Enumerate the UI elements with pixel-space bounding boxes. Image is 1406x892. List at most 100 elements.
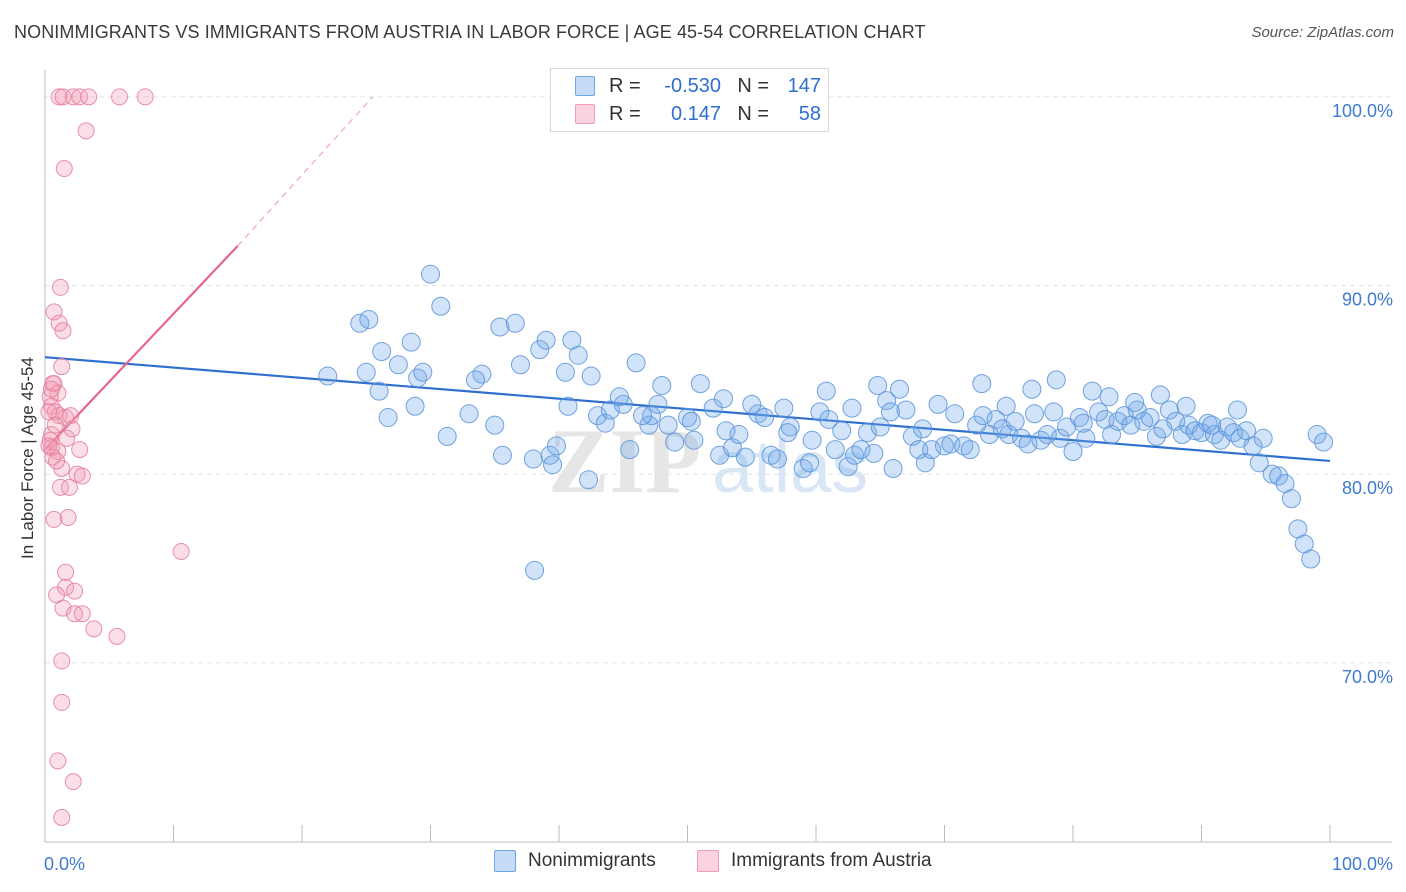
point-nonimmigrants [928, 394, 948, 414]
point-immigrants [62, 407, 80, 425]
point-nonimmigrants [838, 457, 858, 477]
point-nonimmigrants [408, 368, 428, 388]
point-immigrants [71, 88, 89, 106]
point-nonimmigrants [1301, 549, 1321, 569]
point-nonimmigrants [1022, 379, 1042, 399]
point-nonimmigrants [626, 353, 646, 373]
point-nonimmigrants [825, 440, 845, 460]
point-nonimmigrants [356, 362, 376, 382]
point-nonimmigrants [684, 430, 704, 450]
tick-labels: 100.0% 90.0% 80.0% 70.0% 0.0% 100.0% [44, 101, 1393, 874]
point-immigrants [59, 509, 77, 527]
point-nonimmigrants [437, 426, 457, 446]
point-nonimmigrants [369, 381, 389, 401]
point-immigrants [45, 303, 63, 321]
point-nonimmigrants [1172, 425, 1192, 445]
point-immigrants [64, 773, 82, 791]
point-immigrants [111, 88, 129, 106]
legend-label: Nonimmigrants [528, 850, 656, 871]
point-nonimmigrants [748, 404, 768, 424]
point-nonimmigrants [555, 362, 575, 382]
point-immigrants [40, 437, 58, 455]
point-nonimmigrants [359, 309, 379, 329]
point-nonimmigrants [1099, 387, 1119, 407]
point-nonimmigrants [1269, 466, 1289, 486]
point-nonimmigrants [581, 366, 601, 386]
data-points [40, 88, 1334, 826]
point-nonimmigrants [609, 387, 629, 407]
point-nonimmigrants [1046, 370, 1066, 390]
point-nonimmigrants [665, 432, 685, 452]
point-immigrants [77, 122, 95, 140]
point-nonimmigrants [945, 404, 965, 424]
point-nonimmigrants [523, 449, 543, 469]
point-nonimmigrants [465, 370, 485, 390]
point-nonimmigrants [761, 445, 781, 465]
point-nonimmigrants [1253, 428, 1273, 448]
gridlines [45, 96, 1392, 664]
point-nonimmigrants [1307, 425, 1327, 445]
point-immigrants [53, 693, 71, 711]
point-nonimmigrants [510, 355, 530, 375]
point-nonimmigrants [1076, 428, 1096, 448]
point-nonimmigrants [896, 400, 916, 420]
point-nonimmigrants [1125, 392, 1145, 412]
point-nonimmigrants [1147, 426, 1167, 446]
point-nonimmigrants [1314, 432, 1334, 452]
point-nonimmigrants [1140, 408, 1160, 428]
legend-item-immigrants[interactable]: Immigrants from Austria [697, 850, 932, 872]
point-nonimmigrants [729, 425, 749, 445]
point-immigrants [136, 88, 154, 106]
point-nonimmigrants [459, 404, 479, 424]
point-immigrants [66, 582, 84, 600]
point-nonimmigrants [546, 436, 566, 456]
point-nonimmigrants [431, 296, 451, 316]
point-nonimmigrants [678, 408, 697, 428]
point-nonimmigrants [868, 375, 888, 395]
legend-swatch-blue [494, 850, 516, 872]
point-immigrants [73, 605, 91, 623]
legend-n-label: N = [737, 74, 769, 97]
point-immigrants [50, 88, 68, 106]
point-nonimmigrants [652, 375, 672, 395]
point-nonimmigrants [421, 264, 440, 284]
point-immigrants [51, 278, 69, 296]
point-nonimmigrants [890, 379, 910, 399]
x-tick-label: 100.0% [1332, 854, 1393, 874]
point-nonimmigrants [568, 345, 588, 365]
point-nonimmigrants [413, 362, 433, 382]
legend-swatch-pink [697, 850, 719, 872]
x-tick-label: 0.0% [44, 854, 85, 874]
legend-swatch-pink [575, 104, 595, 124]
point-nonimmigrants [1050, 428, 1070, 448]
point-nonimmigrants [832, 421, 852, 441]
point-nonimmigrants [774, 398, 794, 418]
point-immigrants [53, 808, 71, 826]
point-nonimmigrants [681, 411, 701, 431]
point-nonimmigrants [1024, 404, 1044, 424]
legend-item-nonimmigrants[interactable]: Nonimmigrants [494, 850, 656, 872]
legend-n-value: 147 [787, 74, 821, 97]
point-nonimmigrants [716, 421, 736, 441]
point-nonimmigrants [954, 436, 974, 456]
point-nonimmigrants [973, 406, 993, 426]
point-immigrants [172, 542, 190, 560]
point-nonimmigrants [1082, 381, 1102, 401]
point-nonimmigrants [972, 374, 992, 394]
point-nonimmigrants [742, 394, 762, 414]
point-nonimmigrants [318, 366, 338, 386]
y-tick-label: 90.0% [1342, 290, 1393, 310]
point-nonimmigrants [658, 415, 678, 435]
point-immigrants [63, 420, 81, 438]
legend-r-label: R = [609, 74, 641, 97]
point-nonimmigrants [579, 470, 599, 490]
point-immigrants [85, 620, 103, 638]
point-nonimmigrants [1069, 408, 1089, 428]
point-nonimmigrants [967, 415, 987, 435]
point-immigrants [49, 752, 67, 770]
point-nonimmigrants [490, 317, 510, 337]
point-nonimmigrants [960, 440, 980, 460]
point-nonimmigrants [819, 409, 839, 429]
stats-legend: R = -0.530 N = 147 R = 0.147 N = 58 [550, 68, 829, 132]
point-nonimmigrants [525, 560, 545, 580]
